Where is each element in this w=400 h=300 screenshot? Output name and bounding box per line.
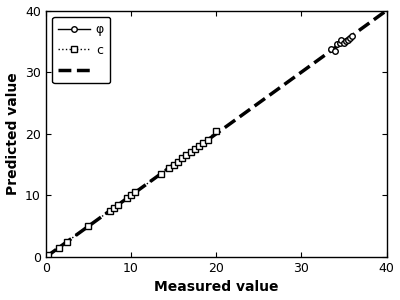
Legend: φ, c, : φ, c,: [52, 17, 110, 83]
X-axis label: Measured value: Measured value: [154, 280, 278, 294]
Y-axis label: Predicted value: Predicted value: [6, 72, 20, 195]
